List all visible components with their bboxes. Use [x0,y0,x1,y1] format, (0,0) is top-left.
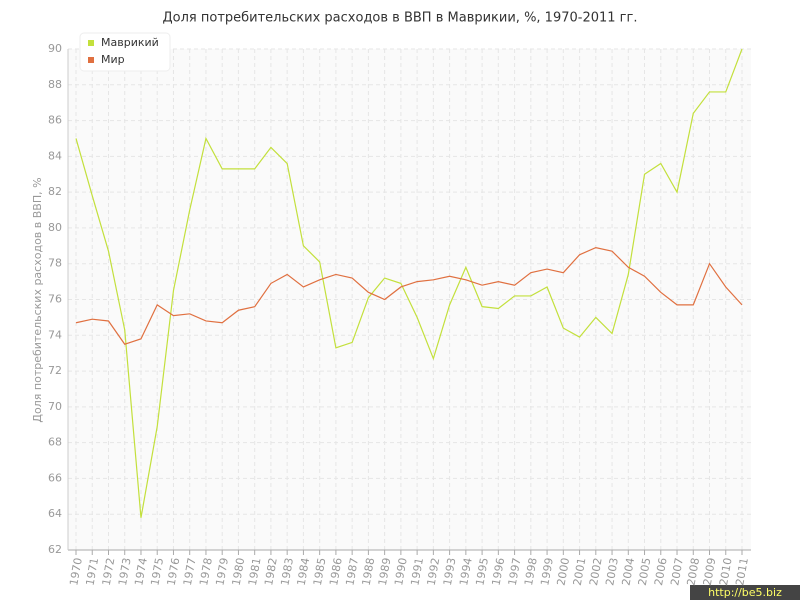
x-tick-label: 1972 [100,557,118,587]
y-tick-label: 70 [48,400,62,413]
x-tick-label: 1984 [295,557,313,587]
y-tick-label: 72 [48,364,62,377]
x-tick-label: 2004 [620,557,638,587]
x-tick-label: 1991 [408,557,426,587]
legend-swatch [88,40,94,46]
x-tick-label: 1992 [425,557,443,587]
x-tick-label: 1998 [522,557,540,587]
y-tick-label: 84 [48,149,62,162]
x-tick-label: 1976 [165,557,183,587]
legend-swatch [88,57,94,63]
x-tick-label: 1979 [213,557,231,587]
x-tick-label: 1978 [197,557,215,587]
y-tick-label: 78 [48,257,62,270]
y-tick-label: 82 [48,185,62,198]
x-tick-label: 2008 [685,557,703,587]
x-tick-label: 2006 [652,557,670,587]
y-tick-label: 88 [48,78,62,91]
x-tick-label: 1982 [262,557,280,587]
x-tick-label: 2009 [701,557,719,587]
x-tick-label: 1995 [473,557,491,587]
legend-label: Маврикий [101,36,159,49]
y-tick-label: 76 [48,293,62,306]
x-tick-label: 2001 [571,557,589,587]
watermark: http://be5.biz [708,586,782,599]
x-tick-label: 1973 [116,557,134,587]
legend-label: Мир [101,53,125,66]
y-tick-label: 66 [48,471,62,484]
x-tick-label: 1977 [181,557,199,587]
x-tick-label: 1971 [83,557,101,587]
y-tick-label: 74 [48,328,62,341]
x-tick-label: 1999 [538,557,556,587]
x-tick-label: 2002 [587,557,605,587]
x-tick-label: 2010 [717,557,735,587]
x-tick-label: 2007 [668,557,686,587]
legend: Маврикий Мир [79,32,171,72]
y-tick-label: 80 [48,221,62,234]
x-tick-label: 1987 [343,557,361,587]
x-tick-label: 1986 [327,557,345,587]
x-tick-label: 1974 [132,557,150,587]
chart-title: Доля потребительских расходов в ВВП в Ма… [163,11,638,26]
y-axis-label: Доля потребительских расходов в ВВП, % [31,177,44,422]
y-tick-label: 90 [48,42,62,55]
legend-box [79,32,171,72]
x-tick-label: 1990 [392,557,410,587]
x-tick-label: 1993 [441,557,459,587]
x-tick-label: 2000 [555,557,573,587]
x-tick-label: 1988 [360,557,378,587]
x-tick-label: 1970 [67,557,85,587]
plot-bg [68,49,751,550]
x-tick-label: 1981 [246,557,264,587]
x-tick-label: 2003 [603,557,621,587]
y-tick-label: 68 [48,436,62,449]
lines [75,48,743,518]
x-tick-label: 2011 [733,557,751,587]
x-tick-label: 1994 [457,557,475,587]
y-tick-label: 64 [48,507,62,520]
series-line [75,246,743,345]
y-tick-label: 62 [48,543,62,556]
x-tick-label: 1989 [376,557,394,587]
x-tick-label: 1996 [490,557,508,587]
x-tick-label: 1975 [148,557,166,587]
series-line [75,48,743,518]
x-tick-label: 2005 [636,557,654,587]
x-tick-label: 1997 [506,557,524,587]
watermark-bg [690,585,800,600]
x-tick-label: 1983 [278,557,296,587]
x-tick-label: 1980 [230,557,248,587]
grid [68,48,751,551]
x-tick-label: 1985 [311,557,329,587]
y-tick-label: 86 [48,114,62,127]
